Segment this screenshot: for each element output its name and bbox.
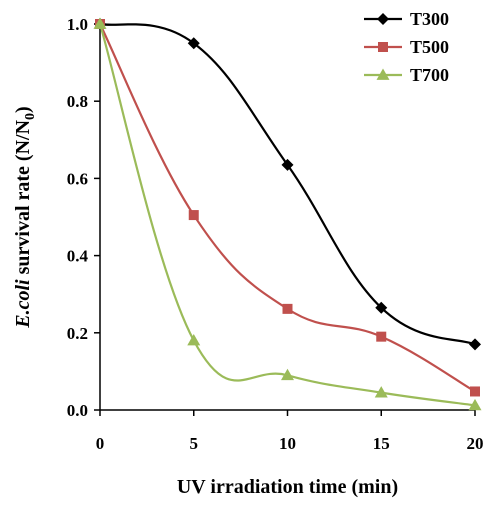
series-layer (93, 17, 482, 411)
legend: T300 T500 T700 (364, 9, 449, 85)
data-point-t300 (469, 338, 481, 351)
data-point-t300 (281, 158, 294, 171)
legend-item-t300: T300 (364, 9, 449, 29)
legend-item-t500: T500 (364, 37, 449, 57)
data-point-t500 (470, 386, 480, 397)
series-line-t500 (99, 23, 476, 393)
x-tick-label: 20 (467, 434, 484, 453)
series-t700 (93, 17, 482, 411)
y-tick-label: 0.0 (67, 401, 88, 420)
data-point-t500 (188, 210, 199, 221)
y-axis-ticks: 0.0 0.2 0.4 0.6 0.8 1.0 (67, 15, 100, 420)
y-tick-label: 0.6 (67, 169, 88, 188)
y-axis-title-close: ) (12, 106, 34, 113)
y-axis-title-text: survival rate (N/N (12, 119, 34, 279)
x-tick-label: 15 (373, 434, 390, 453)
plot-area: 0.0 0.2 0.4 0.6 0.8 1.0 0 5 10 15 20 (67, 15, 484, 453)
legend-label-t300: T300 (410, 9, 449, 29)
series-line-t700 (98, 23, 476, 407)
x-tick-label: 5 (190, 434, 199, 453)
legend-label-t500: T500 (410, 37, 449, 57)
y-tick-label: 0.8 (67, 92, 88, 111)
data-point-t300 (375, 301, 388, 314)
y-tick-label: 0.4 (67, 247, 89, 266)
data-point-t700 (374, 386, 388, 398)
y-axis-title-subscript: 0 (23, 113, 38, 120)
legend-item-t700: T700 (364, 65, 449, 85)
data-point-t700 (93, 17, 107, 29)
data-point-t700 (281, 368, 294, 381)
legend-marker-t300 (377, 13, 389, 25)
legend-marker-t500 (378, 42, 388, 52)
data-point-t700 (187, 334, 201, 346)
y-axis-title: E.coli survival rate (N/N0) (12, 106, 38, 328)
x-tick-label: 10 (279, 434, 296, 453)
data-point-t700 (468, 398, 482, 411)
legend-label-t700: T700 (410, 65, 449, 85)
y-tick-label: 1.0 (67, 15, 88, 34)
y-tick-label: 0.2 (67, 324, 88, 343)
y-axis-title-organism: E.coli (12, 279, 34, 329)
x-axis-ticks: 0 5 10 15 20 (96, 410, 484, 453)
legend-marker-t700 (376, 68, 390, 80)
data-point-t500 (282, 303, 293, 314)
data-point-t300 (187, 37, 200, 50)
data-point-t500 (376, 331, 387, 342)
x-axis-title: UV irradiation time (min) (177, 476, 398, 498)
x-tick-label: 0 (96, 434, 105, 453)
